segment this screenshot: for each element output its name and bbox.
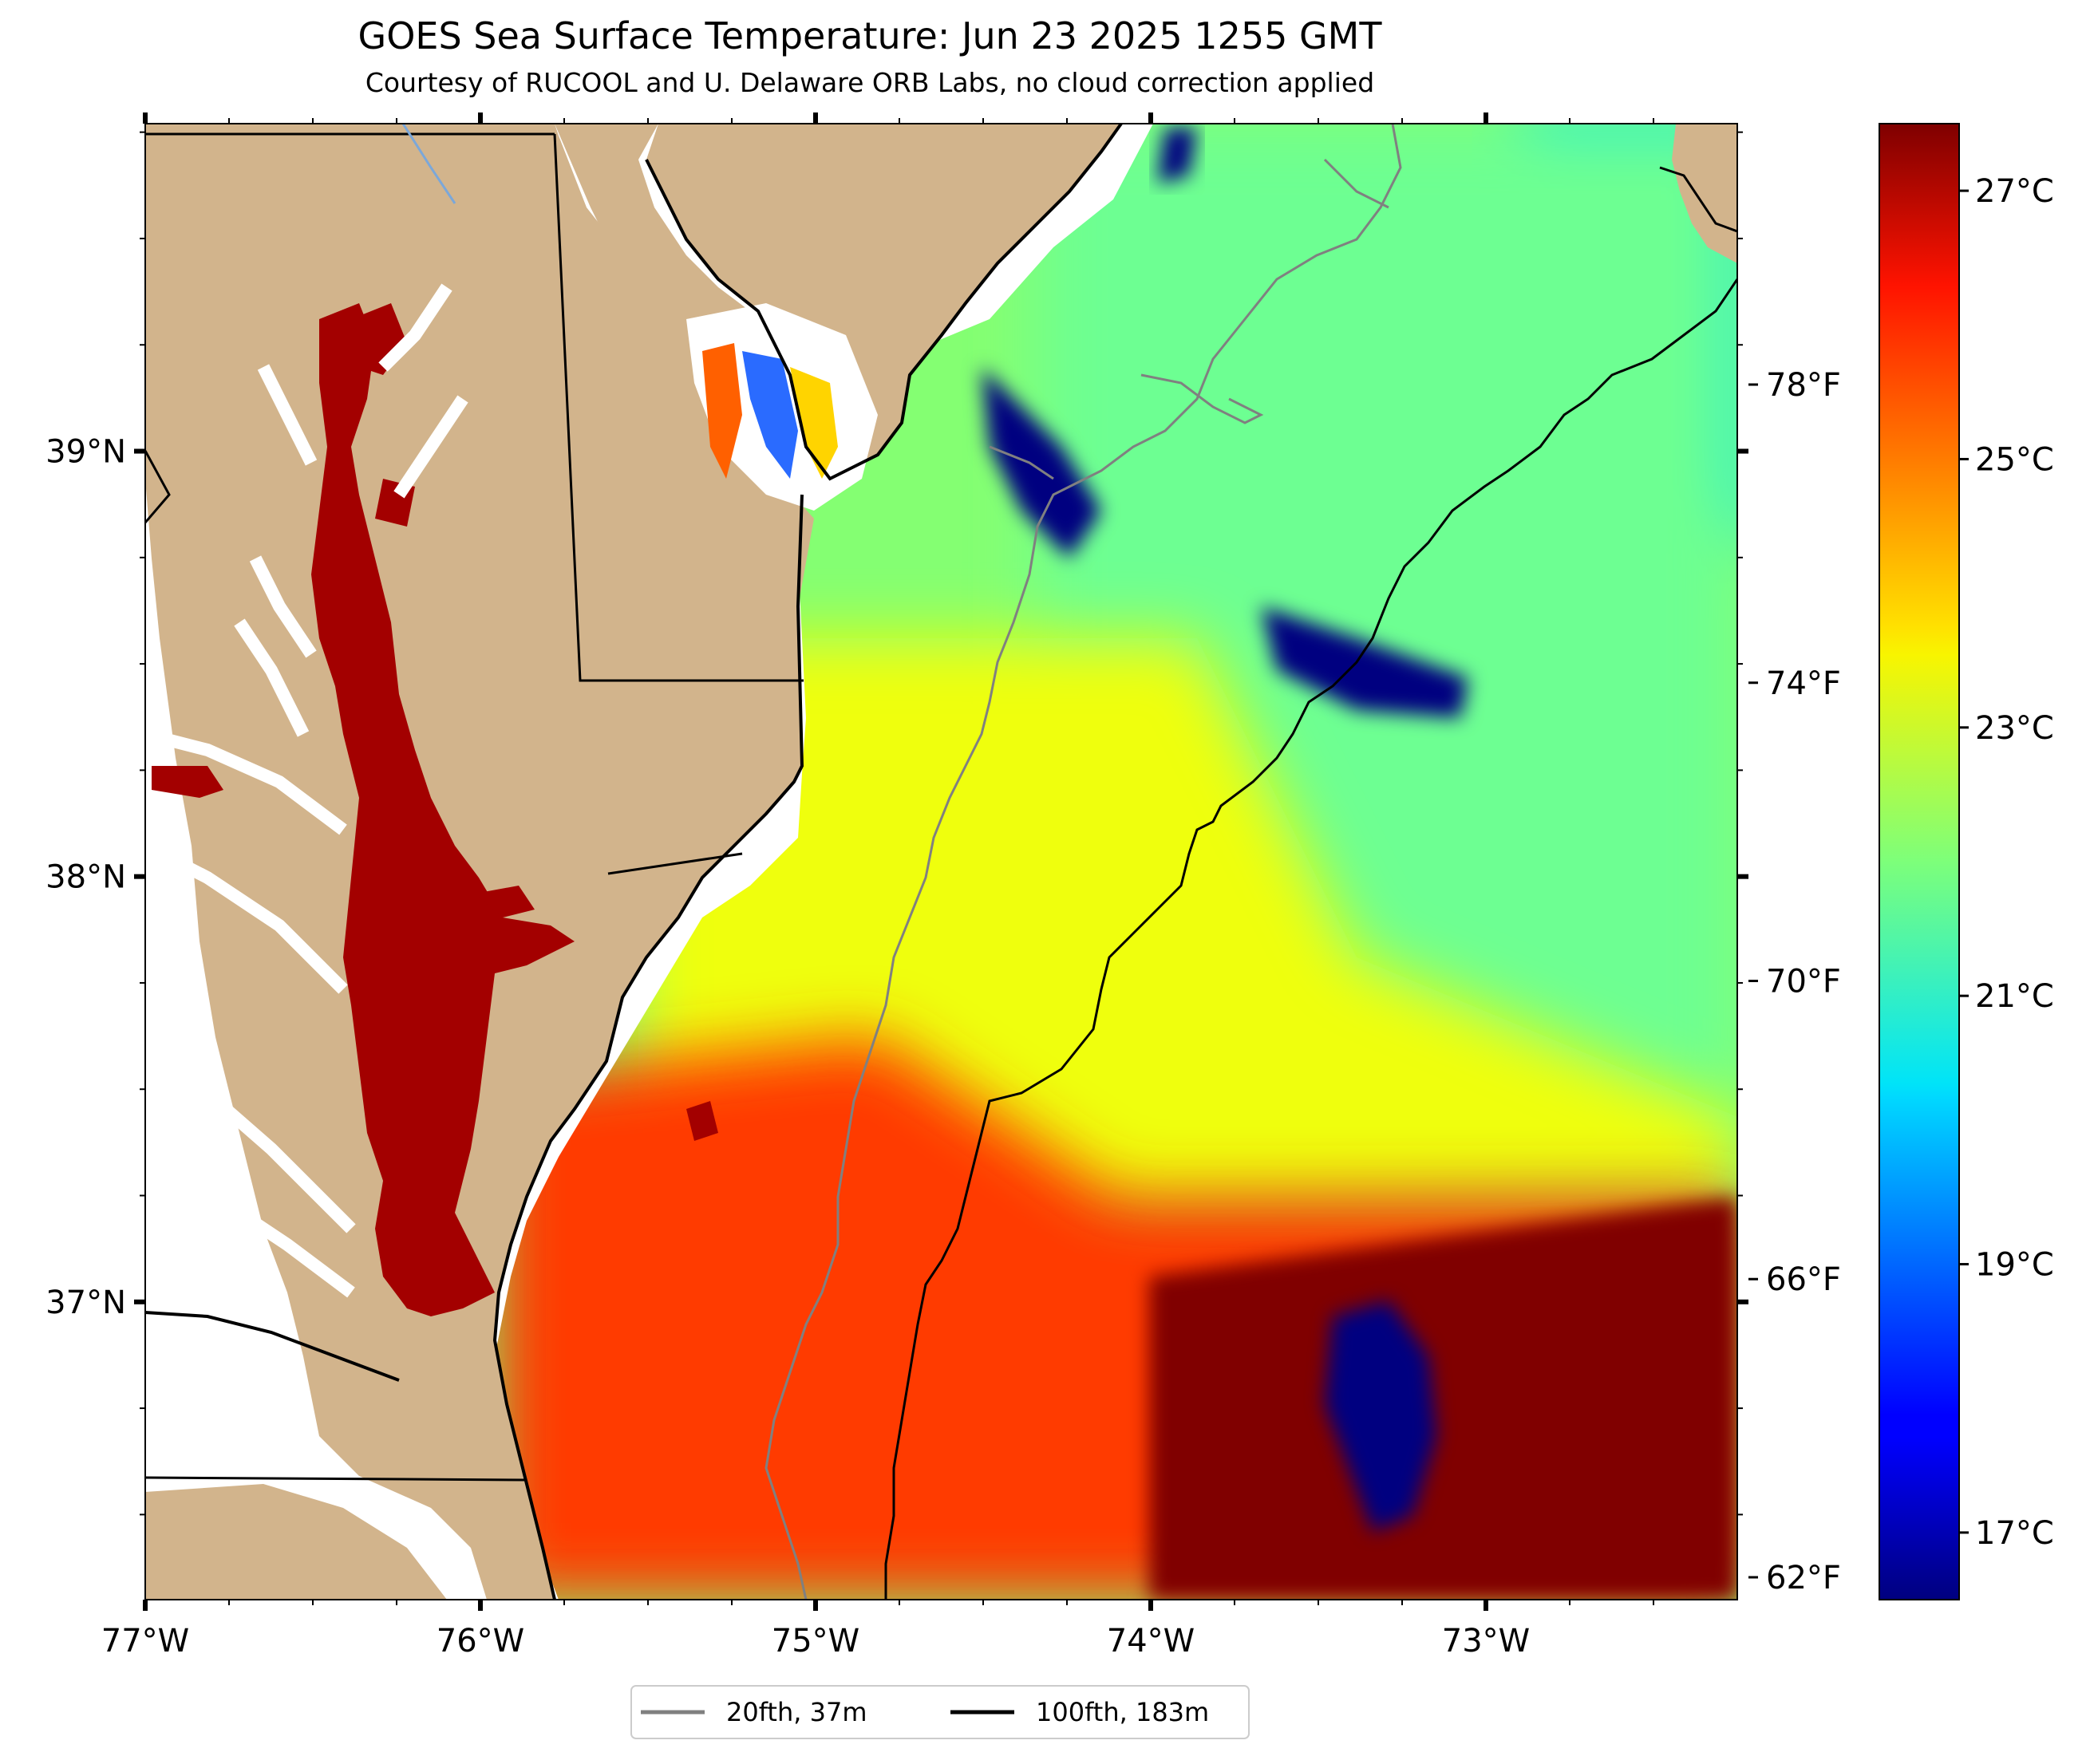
sst-map	[144, 123, 1738, 1600]
state-borders	[145, 132, 804, 1482]
map-subtitle: Courtesy of RUCOOL and U. Delaware ORB L…	[365, 67, 1375, 98]
sst-region	[1157, 128, 1197, 184]
colorbar-celsius-label: 25°C	[1975, 441, 2054, 478]
x-tick-label: 76°W	[437, 1623, 524, 1659]
y-tick-label: 38°N	[45, 859, 126, 896]
colorbar: 27°C 25°C 23°C 21°C 19°C 17°C 78°F 74°F 70°F 66°F…	[1748, 123, 2054, 1600]
legend-label-100fth: 100fth, 183m	[1036, 1697, 1209, 1727]
colorbar-celsius-label: 27°C	[1975, 173, 2054, 210]
sst-region	[1325, 1300, 1436, 1532]
x-tick-label: 77°W	[101, 1623, 189, 1659]
colorbar-gradient	[1879, 123, 1960, 1600]
y-tick-label: 37°N	[45, 1285, 126, 1321]
isobath-100fth	[884, 166, 1737, 1600]
sst-region	[982, 367, 1101, 558]
legend-label-20fth: 20fth, 37m	[726, 1697, 867, 1727]
colorbar-celsius-label: 17°C	[1975, 1515, 2054, 1552]
river-line	[401, 124, 456, 204]
colorbar-fahrenheit-label: 70°F	[1766, 963, 1841, 1000]
x-tick-label: 73°W	[1442, 1623, 1530, 1659]
isobath-20fth	[764, 124, 1402, 1600]
delaware-bay	[686, 303, 878, 511]
chesapeake-bay	[152, 303, 718, 1316]
colorbar-celsius-label: 23°C	[1975, 710, 2054, 747]
x-tick-label: 74°W	[1107, 1623, 1195, 1659]
sst-region	[1149, 1197, 1737, 1600]
colorbar-fahrenheit-label: 74°F	[1766, 665, 1841, 702]
y-tick-label: 39°N	[45, 434, 126, 471]
legend: 20fth, 37m 100fth, 183m	[630, 1685, 1250, 1739]
axis-ticks: 77°W 76°W 75°W 74°W 73°W 39°N 38°N 37°N	[45, 112, 1748, 1659]
map-title: GOES Sea Surface Temperature: Jun 23 202…	[358, 14, 1382, 57]
colorbar-fahrenheit-label: 78°F	[1766, 367, 1841, 404]
colorbar-ticks: 27°C 25°C 23°C 21°C 19°C 17°C 78°F 74°F 70°F 66°F…	[1748, 173, 2054, 1596]
sst-region	[1261, 606, 1468, 718]
x-tick-label: 75°W	[772, 1623, 859, 1659]
bay-tributaries	[145, 283, 468, 1298]
sst-field	[495, 124, 1737, 1600]
colorbar-celsius-label: 19°C	[1975, 1247, 2054, 1284]
coastline	[145, 124, 1123, 1600]
colorbar-celsius-label: 21°C	[1975, 978, 2054, 1015]
legend-box	[630, 1685, 1250, 1739]
colorbar-fahrenheit-label: 66°F	[1766, 1261, 1841, 1298]
map-frame	[144, 123, 1738, 1600]
colorbar-fahrenheit-label: 62°F	[1766, 1560, 1841, 1596]
